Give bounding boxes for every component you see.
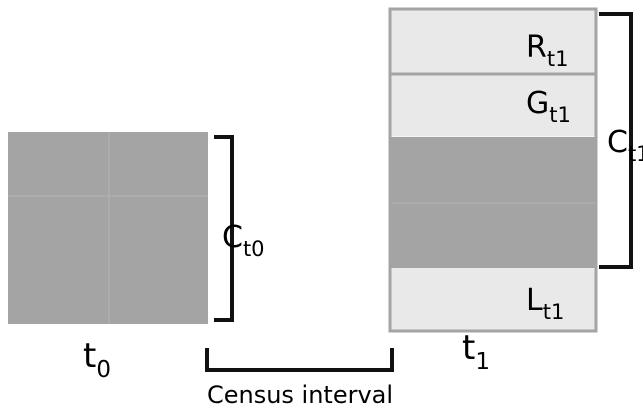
census-interval-bracket (205, 348, 394, 372)
segment-l (391, 268, 595, 330)
lt1-label: Lt1 (526, 283, 564, 324)
t0-block (8, 132, 208, 324)
t0-label: t0 (83, 336, 111, 383)
t1-label: t1 (462, 328, 490, 375)
gt1-label: Gt1 (526, 86, 571, 127)
ct1-label: Ct1 (607, 125, 643, 166)
ct1-bracket (599, 12, 633, 269)
ct0-label: Ct0 (222, 220, 265, 261)
rt1-label: Rt1 (526, 30, 568, 71)
t1-block (388, 7, 598, 333)
ct0-bracket (214, 135, 234, 322)
segment-g (391, 75, 595, 137)
census-interval-label: Census interval (207, 381, 393, 409)
segment-r (391, 10, 595, 74)
t0-square (8, 132, 208, 324)
